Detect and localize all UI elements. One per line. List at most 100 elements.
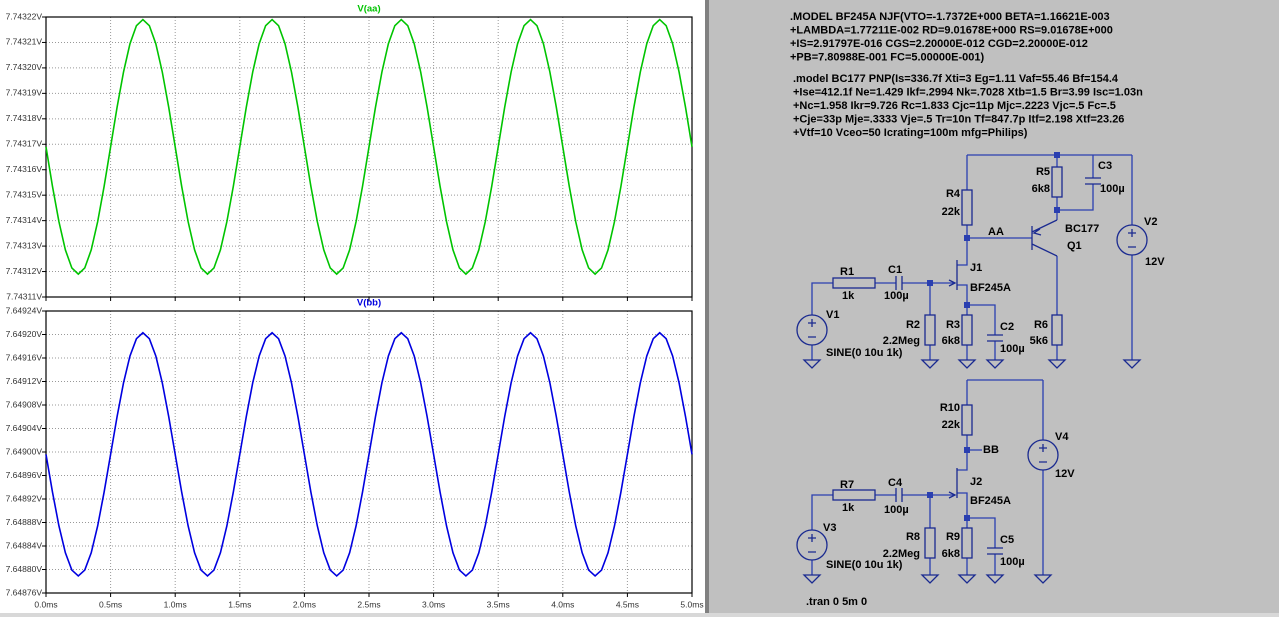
component-ref: C2: [1000, 321, 1014, 333]
y-tick-label: 7.64908V: [6, 399, 43, 409]
y-tick-label: 7.74311V: [6, 291, 42, 301]
x-tick-label: 4.0ms: [551, 599, 574, 609]
plot-frame: [45, 16, 693, 298]
net-label: AA: [988, 226, 1004, 238]
x-tick-label: 3.0ms: [422, 599, 445, 609]
component-ref: Q1: [1067, 240, 1082, 252]
component-value: 1k: [842, 502, 855, 514]
component-value: 100µ: [884, 290, 909, 302]
component-ref: C1: [888, 264, 902, 276]
component-ref: R4: [946, 188, 961, 200]
component-ref: C4: [888, 477, 903, 489]
component-ref: V1: [826, 309, 839, 321]
component-value: 100µ: [1000, 556, 1025, 568]
y-tick-label: 7.64880V: [6, 564, 43, 574]
component-value: BF245A: [970, 282, 1011, 294]
y-tick-label: 7.74312V: [6, 266, 43, 276]
component-ref: R2: [906, 319, 920, 331]
component-value: 6k8: [942, 335, 960, 347]
y-tick-label: 7.74314V: [6, 215, 43, 225]
y-tick-label: 7.64896V: [6, 470, 43, 480]
y-tick-label: 7.64900V: [6, 446, 43, 456]
capacitors: [895, 177, 1101, 555]
component-ref: R10: [940, 402, 960, 414]
spice-directive: +Ise=412.1f Ne=1.429 Ikf=.2994 Nk=.7028 …: [793, 86, 1143, 98]
net-label: BB: [983, 444, 999, 456]
spice-directive: .MODEL BF245A NJF(VTO=-1.7372E+000 BETA=…: [790, 11, 1110, 23]
component-ref: C3: [1098, 160, 1112, 172]
component-value: 100µ: [1100, 183, 1125, 195]
component-value: 12V: [1145, 256, 1165, 268]
component-value: 2.2Meg: [883, 335, 920, 347]
transistors: [948, 219, 1058, 499]
spice-directive: +Cje=33p Mje=.3333 Vje=.5 Tr=10n Tf=847.…: [793, 113, 1124, 125]
component-value: 12V: [1055, 468, 1075, 480]
spice-directive: +PB=7.80988E-001 FC=5.00000E-001): [790, 51, 985, 63]
component-ref: R9: [946, 531, 960, 543]
trace: [45, 18, 693, 276]
component-value: BF245A: [970, 495, 1011, 507]
component-value: 6k8: [942, 548, 960, 560]
x-tick-label: 5.0ms: [680, 599, 703, 609]
x-tick-label: 2.0ms: [293, 599, 316, 609]
component-ref: R3: [946, 319, 960, 331]
spice-command[interactable]: .tran 0 5m 0: [806, 596, 867, 608]
schematic-panel: [709, 0, 1279, 617]
x-tick-label: 0.0ms: [34, 599, 57, 609]
component-value: SINE(0 10u 1k): [826, 347, 903, 359]
component-value: 100µ: [884, 504, 909, 516]
plots: 7.74311V 7.74312V 7.74313V 7.74314V 7.74315V…: [6, 4, 704, 610]
y-tick-label: 7.64876V: [6, 587, 43, 597]
schematic: AA BB .tran 0 5m 0 .MODEL BF245A NJF(VTO…: [790, 11, 1165, 608]
y-tick-label: 7.64924V: [6, 305, 43, 315]
component-value: BC177: [1065, 223, 1099, 235]
component-value: 1k: [842, 290, 855, 302]
y-tick-label: 7.64920V: [6, 329, 43, 339]
spice-directive: .model BC177 PNP(Is=336.7f Xti=3 Eg=1.11…: [793, 73, 1119, 85]
splitter[interactable]: [705, 0, 709, 617]
y-tick-label: 7.64916V: [6, 352, 43, 362]
y-tick-label: 7.74315V: [6, 189, 43, 199]
status-strip: [0, 613, 1279, 617]
resistors: [832, 166, 1063, 559]
component-value: 2.2Meg: [883, 548, 920, 560]
component-ref: V3: [823, 522, 836, 534]
component-value: 100µ: [1000, 343, 1025, 355]
x-tick-label: 1.5ms: [228, 599, 251, 609]
y-tick-label: 7.64904V: [6, 423, 43, 433]
x-tick-label: 3.5ms: [487, 599, 510, 609]
component-value: 22k: [942, 206, 961, 218]
plot-pane: 7.74311V 7.74312V 7.74313V 7.74314V 7.74315V…: [6, 4, 693, 301]
trace-name: V(bb): [357, 298, 381, 309]
y-tick-label: 7.74318V: [6, 113, 43, 123]
y-tick-label: 7.64912V: [6, 376, 43, 386]
wire: [811, 154, 1133, 360]
component-ref: J2: [970, 476, 982, 488]
trace-name: V(aa): [357, 4, 380, 15]
wire: [811, 379, 1044, 575]
component-value: 22k: [942, 419, 961, 431]
component-ref: R8: [906, 531, 920, 543]
sources: [796, 224, 1148, 561]
y-tick-label: 7.74320V: [6, 62, 43, 72]
spice-directive: +Vtf=10 Vceo=50 Icrating=100m mfg=Philip…: [793, 127, 1028, 139]
grounds: [802, 359, 1142, 584]
component-ref: R5: [1036, 166, 1050, 178]
y-tick-label: 7.74313V: [6, 240, 43, 250]
spice-directive: +IS=2.91797E-016 CGS=2.20000E-012 CGD=2.…: [790, 38, 1088, 50]
plot-pane: 7.64876V 7.64880V 7.64884V 7.64888V 7.64892V…: [6, 298, 704, 610]
spice-directive: +Nc=1.958 Ikr=9.726 Rc=1.833 Cjc=11p Mjc…: [793, 100, 1116, 112]
y-tick-label: 7.64892V: [6, 493, 43, 503]
component-value: SINE(0 10u 1k): [826, 559, 903, 571]
trace: [45, 331, 693, 578]
y-tick-label: 7.74319V: [6, 88, 43, 98]
waveform-panel: [0, 0, 706, 617]
y-tick-label: 7.74322V: [6, 11, 43, 21]
component-value: 5k6: [1030, 335, 1048, 347]
component-ref: V4: [1055, 431, 1069, 443]
component-ref: J1: [970, 262, 982, 274]
x-tick-label: 0.5ms: [99, 599, 122, 609]
y-tick-label: 7.74316V: [6, 164, 43, 174]
